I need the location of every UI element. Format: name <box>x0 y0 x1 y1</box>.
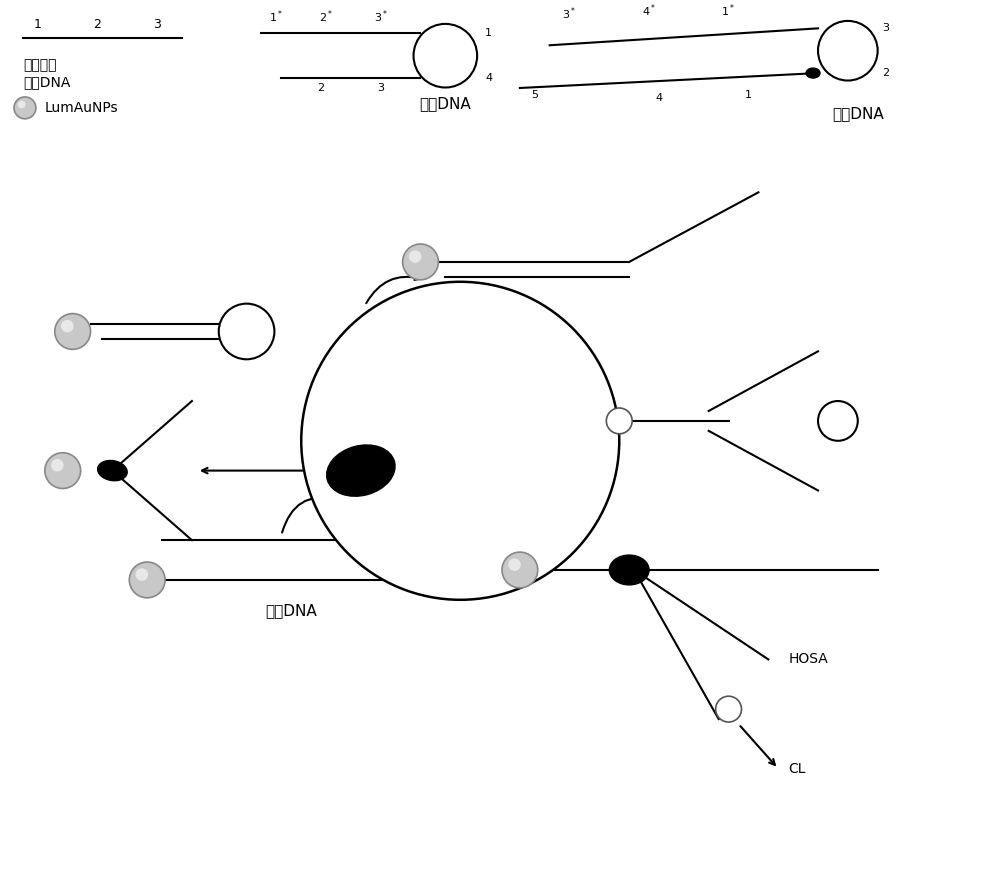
Circle shape <box>51 459 64 472</box>
Text: 3: 3 <box>377 83 384 93</box>
Text: CL: CL <box>788 762 806 776</box>
Circle shape <box>606 408 632 434</box>
Circle shape <box>414 24 477 88</box>
Circle shape <box>301 281 619 599</box>
Text: 1: 1 <box>485 28 492 38</box>
Text: 1: 1 <box>34 19 42 31</box>
Text: 适体DNA: 适体DNA <box>265 603 317 618</box>
Text: 鼠伤
寒沙
门氏
菌: 鼠伤 寒沙 门氏 菌 <box>381 416 398 486</box>
Circle shape <box>818 21 878 81</box>
Text: 2: 2 <box>883 68 890 78</box>
Text: 4$^*$: 4$^*$ <box>642 3 656 19</box>
Text: 1: 1 <box>745 90 752 100</box>
Text: HOSA: HOSA <box>788 653 828 666</box>
Text: 探针DNA: 探针DNA <box>832 106 884 121</box>
Text: 1$^*$: 1$^*$ <box>269 8 284 25</box>
Text: 捕获DNA: 捕获DNA <box>419 96 471 111</box>
Circle shape <box>14 97 36 119</box>
Text: 1$^*$: 1$^*$ <box>721 3 736 19</box>
Circle shape <box>18 100 26 108</box>
Text: 2: 2 <box>318 83 325 93</box>
Text: 3: 3 <box>153 19 161 31</box>
Ellipse shape <box>327 445 395 496</box>
Text: 2: 2 <box>94 19 101 31</box>
Ellipse shape <box>806 68 820 78</box>
Text: 3: 3 <box>883 23 890 34</box>
Text: 3$^*$: 3$^*$ <box>374 8 388 25</box>
Circle shape <box>136 568 148 581</box>
Text: 5: 5 <box>531 90 538 100</box>
Circle shape <box>502 552 538 588</box>
Circle shape <box>55 313 91 349</box>
Circle shape <box>61 320 74 332</box>
Circle shape <box>508 559 521 571</box>
Text: 4: 4 <box>655 93 663 103</box>
Text: LumAuNPs: LumAuNPs <box>45 101 118 115</box>
Text: 4: 4 <box>485 73 492 83</box>
Circle shape <box>129 562 165 598</box>
Circle shape <box>716 696 741 722</box>
Circle shape <box>403 244 438 280</box>
Ellipse shape <box>609 555 649 585</box>
Text: 2$^*$: 2$^*$ <box>319 8 333 25</box>
Circle shape <box>45 453 81 488</box>
Circle shape <box>409 250 421 263</box>
Text: 适体互补
序列DNA: 适体互补 序列DNA <box>23 59 70 90</box>
Circle shape <box>818 401 858 440</box>
Ellipse shape <box>98 461 127 480</box>
Circle shape <box>219 304 274 360</box>
Text: 3$^*$: 3$^*$ <box>562 5 577 22</box>
